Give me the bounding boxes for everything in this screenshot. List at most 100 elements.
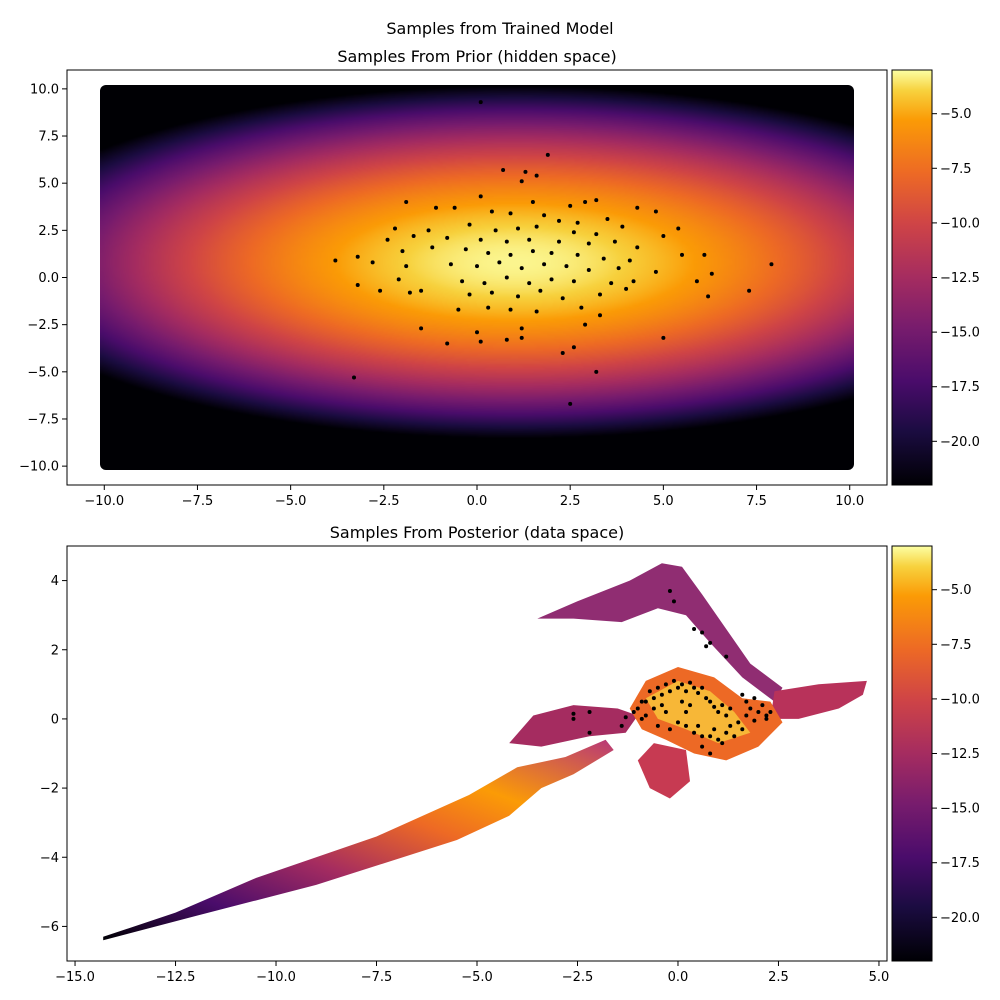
prior-sample-point	[453, 206, 457, 210]
posterior-chart-title: Samples From Posterior (data space)	[330, 523, 624, 542]
prior-sample-point	[460, 279, 464, 283]
prior-x-tick-label: 7.5	[746, 494, 767, 509]
posterior-sample-point	[652, 696, 656, 700]
posterior-sample-point	[700, 630, 704, 634]
posterior-sample-point	[680, 682, 684, 686]
prior-colorbar-ticks: −5.0−7.5−10.0−12.5−15.0−17.5−20.0	[932, 107, 980, 450]
prior-sample-point	[609, 281, 613, 285]
prior-sample-point	[520, 336, 524, 340]
prior-sample-point	[523, 170, 527, 174]
posterior-y-tick-label: −6	[40, 920, 59, 935]
prior-sample-point	[661, 336, 665, 340]
prior-sample-point	[509, 211, 513, 215]
prior-x-tick-label: 10.0	[835, 494, 864, 509]
posterior-panel: Samples From Posterior (data space) −15.…	[40, 523, 980, 985]
prior-sample-point	[587, 268, 591, 272]
posterior-sample-point	[588, 731, 592, 735]
posterior-density-region	[103, 563, 867, 940]
prior-sample-point	[449, 262, 453, 266]
prior-sample-point	[419, 326, 423, 330]
prior-sample-point	[706, 294, 710, 298]
posterior-sample-point	[708, 641, 712, 645]
prior-sample-point	[520, 266, 524, 270]
posterior-sample-point	[768, 710, 772, 714]
prior-sample-point	[352, 375, 356, 379]
posterior-sample-point	[712, 705, 716, 709]
posterior-sample-point	[696, 691, 700, 695]
posterior-sample-point	[724, 713, 728, 717]
prior-heatmap	[100, 85, 854, 470]
prior-sample-point	[482, 281, 486, 285]
prior-sample-point	[557, 240, 561, 244]
prior-sample-point	[583, 200, 587, 204]
prior-sample-point	[557, 219, 561, 223]
posterior-left-arm	[509, 705, 638, 747]
prior-sample-point	[564, 264, 568, 268]
prior-sample-point	[356, 255, 360, 259]
posterior-x-tick-label: 5.0	[869, 970, 890, 985]
posterior-sample-point	[688, 681, 692, 685]
posterior-sample-point	[692, 731, 696, 735]
posterior-sample-point	[740, 693, 744, 697]
prior-sample-point	[661, 234, 665, 238]
prior-x-tick-label: 2.5	[560, 494, 581, 509]
prior-colorbar-tick-label: −5.0	[940, 107, 972, 122]
prior-sample-point	[576, 221, 580, 225]
posterior-x-tick-label: −12.5	[156, 970, 196, 985]
prior-sample-point	[635, 206, 639, 210]
prior-sample-point	[535, 225, 539, 229]
prior-sample-point	[479, 194, 483, 198]
figure-suptitle: Samples from Trained Model	[386, 19, 613, 38]
posterior-sample-point	[571, 712, 575, 716]
prior-y-tick-label: −7.5	[27, 412, 59, 427]
posterior-x-tick-label: 0.0	[668, 970, 689, 985]
prior-sample-point	[393, 226, 397, 230]
prior-sample-point	[769, 262, 773, 266]
posterior-sample-point	[716, 738, 720, 742]
prior-sample-point	[617, 266, 621, 270]
posterior-sample-point	[744, 713, 748, 717]
posterior-y-tick-label: 0	[51, 712, 59, 727]
prior-sample-point	[635, 245, 639, 249]
prior-sample-point	[404, 264, 408, 268]
posterior-lower-bulge	[638, 743, 690, 798]
posterior-sample-point	[636, 707, 640, 711]
posterior-colorbar-tick-label: −17.5	[940, 856, 980, 871]
posterior-colorbar-ticks: −5.0 −7.5 −10.0 −12.5 −15.0 −17.5 −20.0	[932, 583, 980, 926]
posterior-colorbar-tick-label: −15.0	[940, 802, 980, 817]
prior-sample-point	[445, 342, 449, 346]
prior-sample-point	[520, 326, 524, 330]
prior-sample-point	[490, 291, 494, 295]
posterior-sample-point	[688, 703, 692, 707]
prior-sample-point	[613, 240, 617, 244]
prior-sample-point	[550, 277, 554, 281]
prior-y-tick-label: −2.5	[27, 318, 59, 333]
prior-y-tick-label: 5.0	[38, 177, 59, 192]
prior-sample-point	[516, 226, 520, 230]
prior-x-tick-label: 0.0	[467, 494, 488, 509]
posterior-sample-point	[632, 710, 636, 714]
prior-colorbar-tick-label: −10.0	[940, 216, 980, 231]
prior-sample-point	[509, 253, 513, 257]
prior-colorbar: −5.0−7.5−10.0−12.5−15.0−17.5−20.0	[892, 70, 980, 485]
posterior-sample-point	[692, 686, 696, 690]
prior-sample-point	[598, 313, 602, 317]
prior-sample-point	[527, 238, 531, 242]
prior-sample-point	[479, 340, 483, 344]
prior-sample-point	[594, 232, 598, 236]
prior-sample-point	[572, 345, 576, 349]
prior-colorbar-tick-label: −20.0	[940, 435, 980, 450]
posterior-sample-point	[668, 589, 672, 593]
posterior-sample-point	[760, 703, 764, 707]
posterior-sample-point	[736, 720, 740, 724]
posterior-sample-point	[700, 745, 704, 749]
prior-sample-point	[632, 279, 636, 283]
posterior-sample-point	[708, 734, 712, 738]
posterior-x-tick-label: 2.5	[768, 970, 789, 985]
prior-sample-point	[620, 225, 624, 229]
prior-sample-point	[412, 234, 416, 238]
posterior-colorbar-tick-label: −12.5	[940, 747, 980, 762]
prior-sample-point	[505, 240, 509, 244]
posterior-y-tick-label: 2	[51, 643, 59, 658]
posterior-sample-point	[724, 731, 728, 735]
